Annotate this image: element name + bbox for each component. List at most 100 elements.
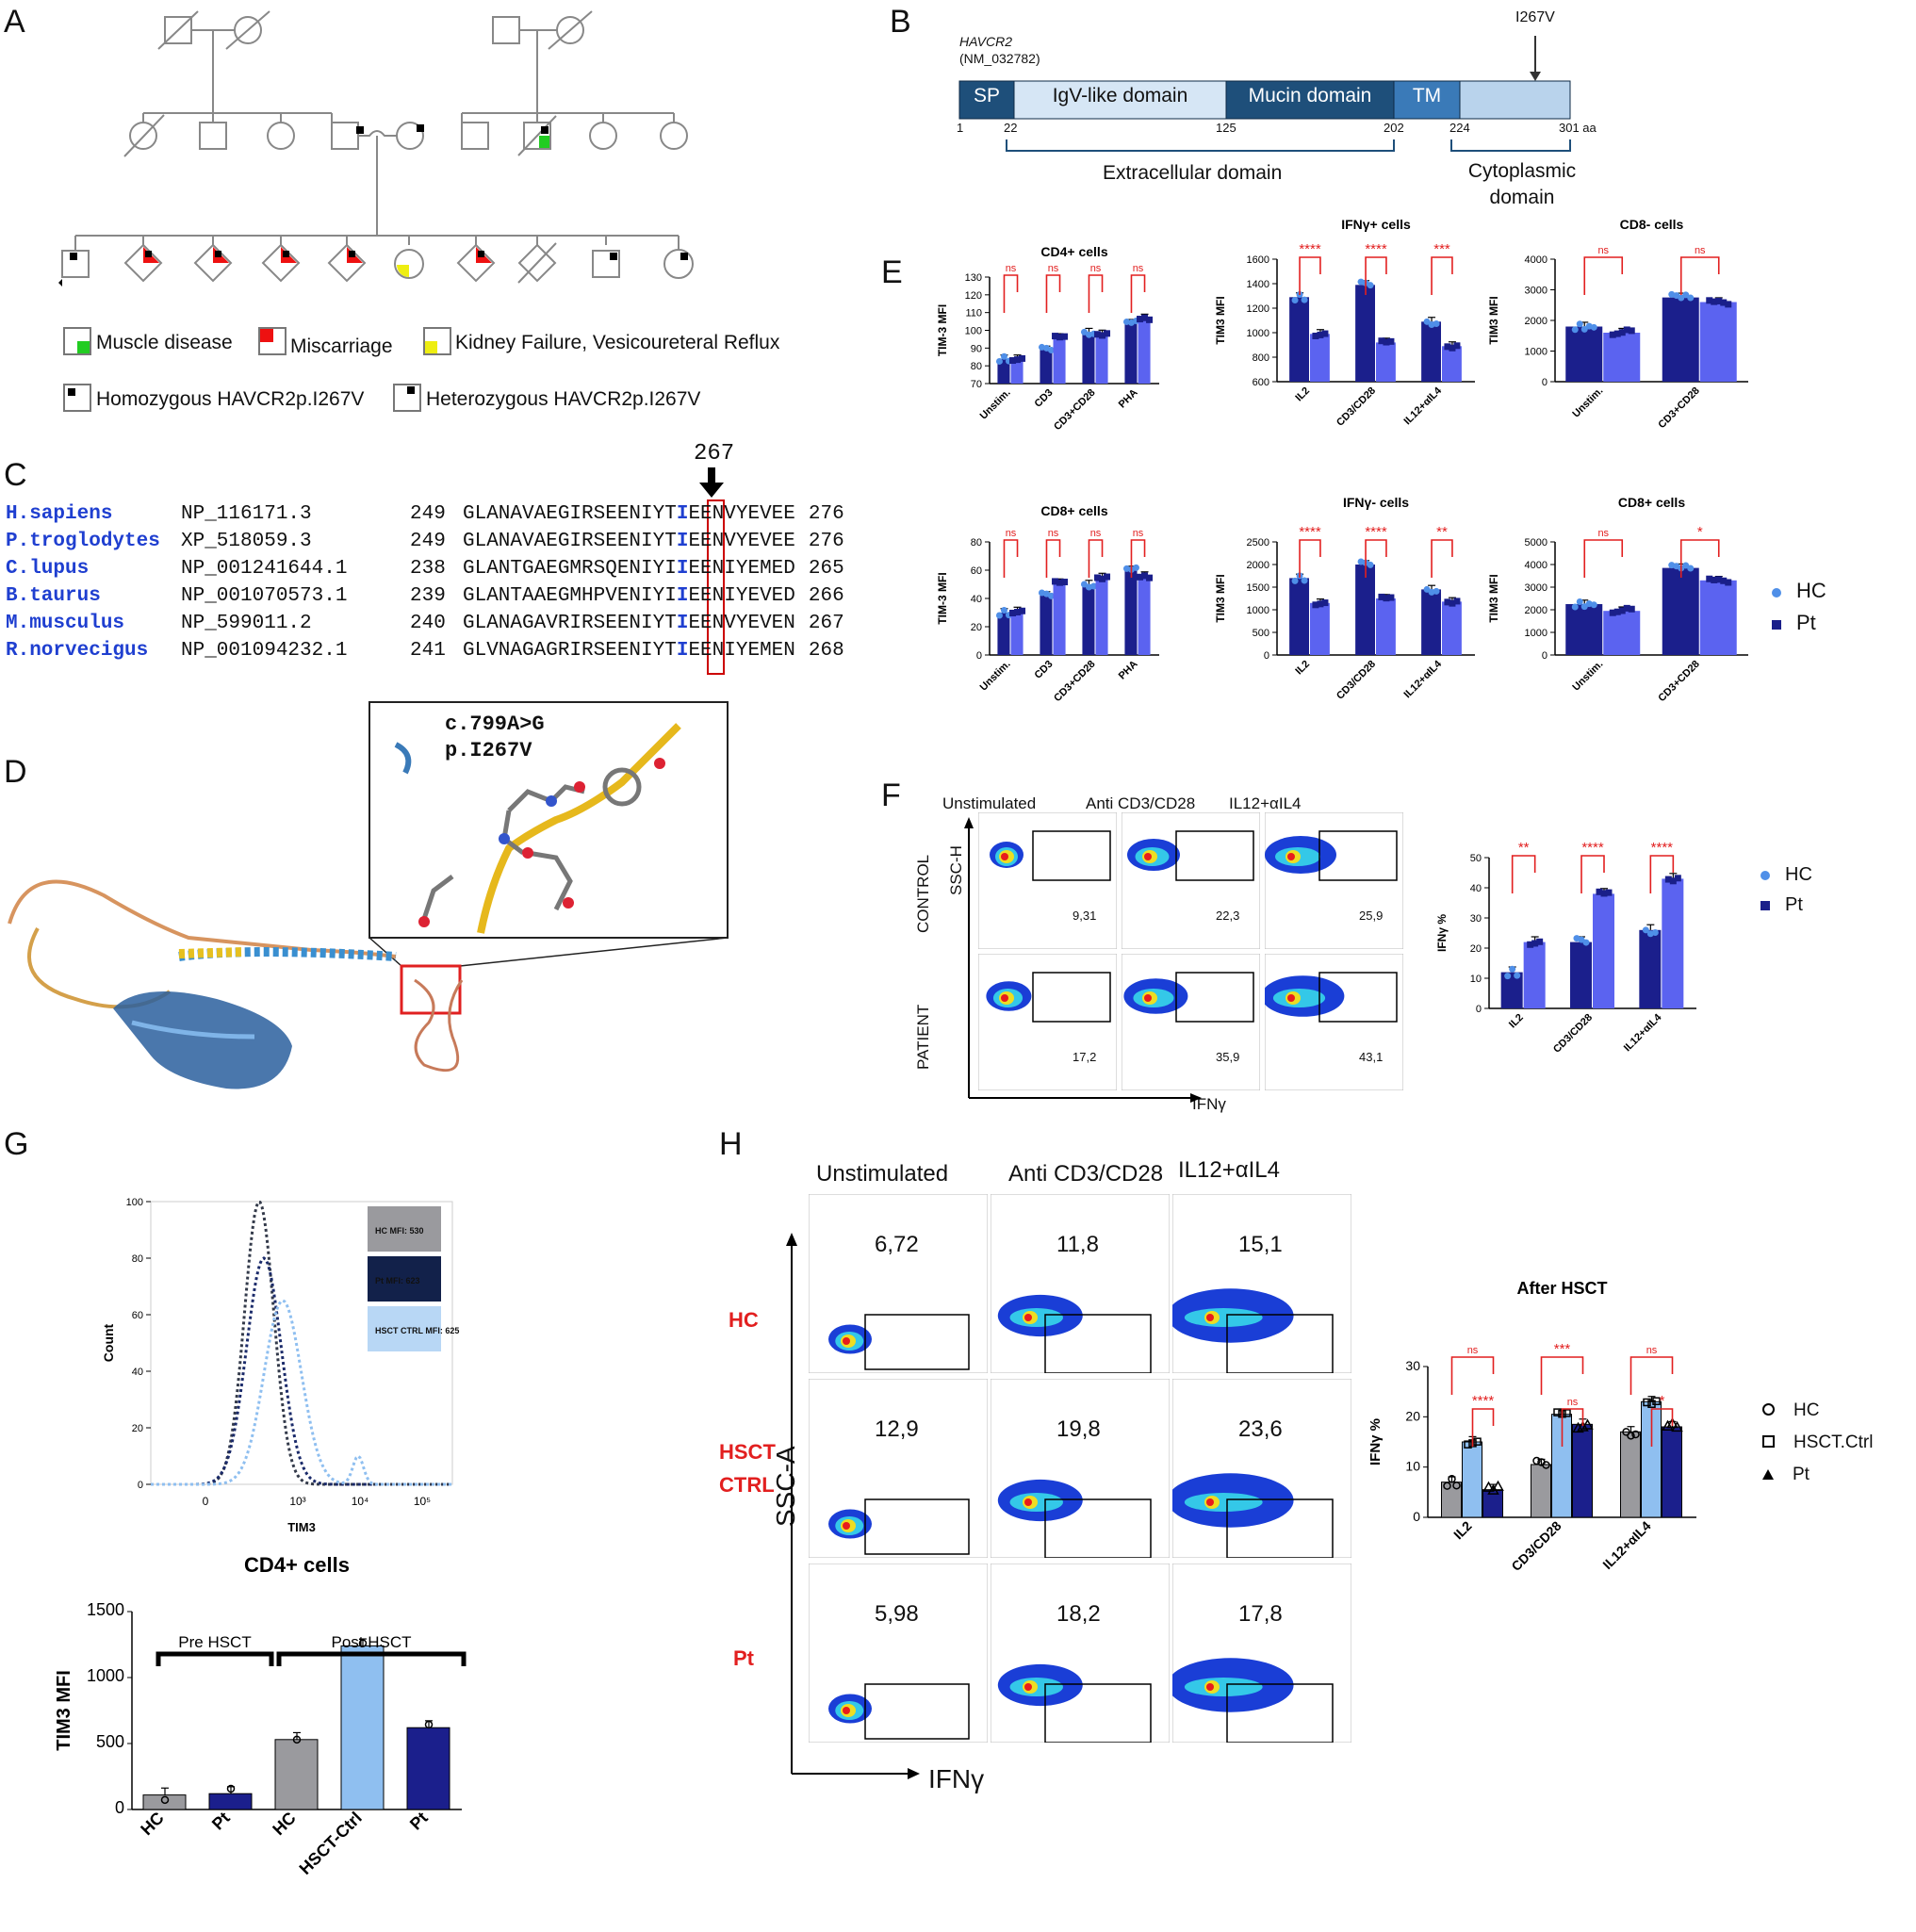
panel-label-g: G: [4, 1126, 29, 1162]
alignment-start: 240: [410, 613, 446, 634]
y-tick-label: 800: [1253, 352, 1269, 364]
alignment-species: P.troglodytes: [6, 531, 160, 552]
alignment-row: C.lupus NP_001241644.1 238 GLANTGAEGMRSQENI…: [6, 558, 844, 580]
flow-h-row-hc: HC: [729, 1308, 759, 1332]
y-tick-label: 3000: [1525, 286, 1548, 297]
data-point: [1052, 578, 1059, 585]
axis-arrow: [908, 1768, 920, 1779]
legend-box: [368, 1256, 441, 1302]
x-tick-label: CD3/CD28: [1508, 1518, 1564, 1574]
alignment-seq-pre: GLANAGAVRIRSEENIYT: [463, 613, 677, 634]
bar-Pt: [1376, 598, 1396, 655]
flow-h-col-0: Unstimulated: [816, 1161, 949, 1187]
alignment-row: R.norvecigus NP_001094232.1 241 GLVNAGAGRIR…: [6, 640, 844, 662]
x-tick-label: IL2: [1507, 1012, 1526, 1031]
x-tick-label: IL12+αIL4: [1622, 1011, 1664, 1054]
data-point: [1532, 1456, 1541, 1465]
data-point: [1553, 1408, 1562, 1416]
flow-frame: [991, 1379, 1170, 1558]
significance-bracket: [1650, 1408, 1674, 1447]
bar-HC: [1565, 604, 1603, 655]
data-point: [424, 1720, 434, 1729]
flow-f-value: 43,1: [1359, 1050, 1384, 1064]
bar-Pt: [1376, 342, 1396, 382]
y-axis-label: Count: [101, 1323, 116, 1362]
significance-label: ns: [1567, 1397, 1579, 1408]
chart-title: After HSCT: [1516, 1279, 1607, 1298]
x-tick-label: PHA: [1117, 387, 1140, 411]
panel-label-c: C: [4, 457, 27, 493]
y-tick-label: 20: [1470, 943, 1482, 955]
legend-f-hc-dot: [1760, 871, 1770, 880]
y-tick-label: 0: [115, 1798, 124, 1817]
data-point: [1504, 973, 1512, 980]
flow-density-core: [1287, 994, 1295, 1002]
chart-e4-cd8: CD8+ cells 0 20 40 60 80 TIM-3 MFI Unstim. CD3CD…: [936, 503, 1159, 704]
data-point: [1711, 576, 1718, 583]
flow-f-value: 35,9: [1216, 1050, 1240, 1064]
bar-Pt: [1138, 576, 1151, 655]
y-tick-label: 1500: [1247, 582, 1269, 594]
significance-bracket: [1450, 1356, 1495, 1395]
bar-HC: [1421, 321, 1441, 382]
significance-label: ****: [1299, 241, 1321, 257]
data-point: [1628, 605, 1635, 613]
bar-Pt: [1010, 358, 1024, 384]
y-tick-label: 1000: [1525, 347, 1548, 358]
alignment-seq-pre: GLANTAAEGMHPVENIYI: [463, 585, 677, 607]
data-point: [1531, 940, 1539, 947]
legend-f-hc-label: HC: [1785, 864, 1812, 885]
bar-Pt: [1523, 941, 1546, 1008]
data-point: [1378, 337, 1385, 345]
x-tick-label: 10⁵: [414, 1495, 431, 1508]
alignment-species: R.norvecigus: [6, 640, 149, 662]
data-point: [1321, 599, 1329, 607]
data-point: [1378, 593, 1385, 600]
data-point: [1000, 606, 1007, 614]
flow-f-plot: [1122, 954, 1260, 1090]
significance-bracket: [1431, 256, 1453, 295]
legend-f-pt-label: Pt: [1785, 894, 1803, 915]
data-point: [1631, 1430, 1640, 1439]
y-axis-label: IFNγ %: [1367, 1418, 1384, 1465]
significance-label: *: [1660, 1393, 1665, 1409]
data-point: [1609, 609, 1616, 616]
legend-h-pt-label: Pt: [1793, 1465, 1810, 1484]
data-point: [1571, 603, 1579, 611]
significance-label: ***: [1554, 1341, 1571, 1357]
y-tick-label: 3000: [1525, 582, 1548, 594]
flow-gate: [1226, 1314, 1334, 1373]
alignment-seq-post: EENIYEMED: [688, 558, 795, 580]
data-point: [1383, 338, 1390, 346]
chart-e2-ifng-pos: IFNγ+ cells 600 800 1000 1200 1400 1600 TIM3 MF…: [1214, 217, 1475, 429]
legend-f-pt-dot: [1760, 901, 1770, 910]
x-tick-label: Unstim.: [1570, 385, 1605, 420]
y-tick-label: 40: [1470, 883, 1482, 894]
x-tick-label: CD3/CD28: [1335, 659, 1378, 702]
x-tick-label: CD3+CD28: [1656, 659, 1701, 704]
flow-h-value: 18,2: [1056, 1601, 1101, 1627]
y-tick-label: 0: [1542, 377, 1548, 388]
chart-e6-cd8: CD8+ cells 0 1000 2000 3000 4000 5000 TIM3 MFI U…: [1487, 495, 1748, 704]
flow-frame: [1172, 1194, 1351, 1373]
significance-label: ns: [1467, 1345, 1479, 1356]
legend-f: HC Pt: [1760, 860, 1812, 920]
domain-sp: SP: [973, 85, 1000, 106]
data-point: [1099, 332, 1106, 339]
y-tick-label: 20: [1405, 1408, 1420, 1423]
data-point: [1576, 598, 1583, 605]
alignment-position: 267: [694, 441, 735, 467]
flow-f-col-2: IL12+αIL4: [1229, 794, 1302, 812]
bar-Pt: [1442, 346, 1462, 382]
alignment-end: 276: [808, 531, 844, 552]
legend-h-hc-label: HC: [1793, 1400, 1820, 1420]
chart-title: IFNγ+ cells: [1341, 217, 1411, 232]
flow-f-value: 17,2: [1073, 1050, 1097, 1064]
data-point: [1367, 561, 1374, 568]
cytoplasmic-line1: Cytoplasmic: [1467, 160, 1577, 182]
chart-title: CD8- cells: [1620, 217, 1684, 232]
data-point: [1527, 941, 1534, 948]
bar-HC: [1639, 929, 1662, 1008]
group-label-pre: Pre HSCT: [178, 1633, 251, 1651]
alignment-seq-post: EENVYEVEN: [688, 613, 795, 634]
